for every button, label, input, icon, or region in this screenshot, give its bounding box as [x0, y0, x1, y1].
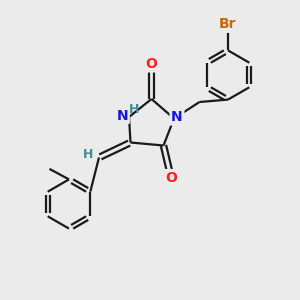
- Text: N: N: [171, 110, 183, 124]
- Text: Br: Br: [219, 17, 237, 31]
- Text: H: H: [129, 103, 140, 116]
- Text: O: O: [165, 171, 177, 184]
- Text: H: H: [82, 148, 93, 161]
- Text: N: N: [117, 109, 128, 122]
- Text: O: O: [146, 57, 158, 71]
